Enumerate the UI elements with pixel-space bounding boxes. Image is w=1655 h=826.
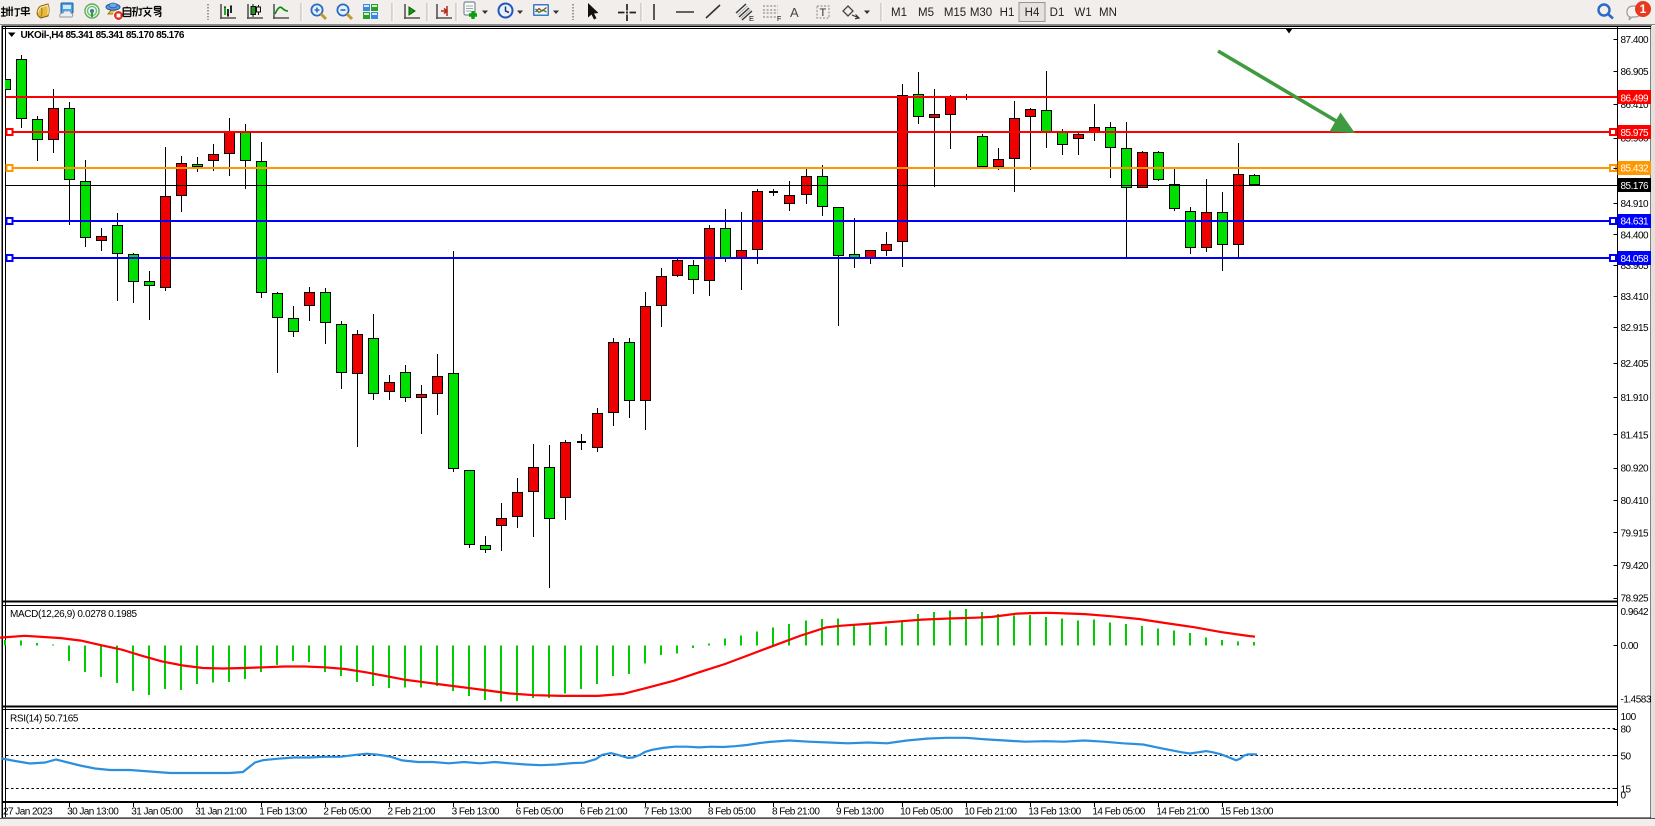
svg-text:79.915: 79.915 xyxy=(1621,528,1650,539)
svg-text:13 Feb 13:00: 13 Feb 13:00 xyxy=(1028,807,1081,818)
svg-text:2 Feb 21:00: 2 Feb 21:00 xyxy=(388,807,436,818)
svg-text:2 Feb 05:00: 2 Feb 05:00 xyxy=(323,807,371,818)
svg-text:15 Feb 13:00: 15 Feb 13:00 xyxy=(1221,807,1274,818)
svg-text:M1: M1 xyxy=(891,7,907,19)
svg-text:9 Feb 13:00: 9 Feb 13:00 xyxy=(836,807,884,818)
svg-text:86.410: 86.410 xyxy=(1621,100,1650,111)
svg-text:RSI(14) 50.7165: RSI(14) 50.7165 xyxy=(10,714,79,725)
svg-text:27 Jan 2023: 27 Jan 2023 xyxy=(3,807,53,818)
svg-text:0.9642: 0.9642 xyxy=(1621,607,1650,618)
svg-text:6 Feb 21:00: 6 Feb 21:00 xyxy=(580,807,628,818)
svg-text:80.920: 80.920 xyxy=(1621,463,1650,474)
svg-text:E: E xyxy=(749,14,754,23)
svg-text:7 Feb 13:00: 7 Feb 13:00 xyxy=(644,807,692,818)
svg-text:87.400: 87.400 xyxy=(1621,35,1650,46)
svg-text:78.925: 78.925 xyxy=(1621,593,1650,604)
svg-text:3 Feb 13:00: 3 Feb 13:00 xyxy=(452,807,500,818)
svg-text:M30: M30 xyxy=(970,7,992,19)
svg-text:30 Jan 13:00: 30 Jan 13:00 xyxy=(67,807,119,818)
svg-text:MN: MN xyxy=(1099,7,1117,19)
svg-text:84.400: 84.400 xyxy=(1621,230,1650,241)
svg-text:31 Jan 05:00: 31 Jan 05:00 xyxy=(131,807,183,818)
svg-text:H4: H4 xyxy=(1025,7,1040,19)
svg-text:8 Feb 21:00: 8 Feb 21:00 xyxy=(772,807,820,818)
svg-text:T: T xyxy=(820,7,827,19)
svg-text:84.631: 84.631 xyxy=(1621,217,1650,228)
svg-text:100: 100 xyxy=(1621,712,1637,723)
svg-text:W1: W1 xyxy=(1074,7,1091,19)
svg-text:81.910: 81.910 xyxy=(1621,393,1650,404)
svg-text:MACD(12,26,9) 0.0278 0.1985: MACD(12,26,9) 0.0278 0.1985 xyxy=(10,609,138,620)
svg-text:10 Feb 21:00: 10 Feb 21:00 xyxy=(964,807,1017,818)
svg-text:6 Feb 05:00: 6 Feb 05:00 xyxy=(516,807,564,818)
svg-text:80: 80 xyxy=(1621,725,1632,736)
svg-text:10 Feb 05:00: 10 Feb 05:00 xyxy=(900,807,953,818)
svg-text:8 Feb 05:00: 8 Feb 05:00 xyxy=(708,807,756,818)
svg-text:14 Feb 21:00: 14 Feb 21:00 xyxy=(1156,807,1209,818)
svg-text:82.915: 82.915 xyxy=(1621,323,1650,334)
svg-text:14 Feb 05:00: 14 Feb 05:00 xyxy=(1092,807,1145,818)
svg-text:81.415: 81.415 xyxy=(1621,430,1650,441)
svg-text:86.499: 86.499 xyxy=(1621,93,1650,104)
svg-text:84.910: 84.910 xyxy=(1621,199,1650,210)
svg-text:82.405: 82.405 xyxy=(1621,359,1650,370)
svg-text:1 Feb 13:00: 1 Feb 13:00 xyxy=(259,807,307,818)
svg-text:83.905: 83.905 xyxy=(1621,261,1650,272)
svg-text:0: 0 xyxy=(1621,791,1627,802)
svg-text:15: 15 xyxy=(1621,784,1632,795)
svg-text:UKOil-,H4 85.341 85.341 85.17: UKOil-,H4 85.341 85.341 85.170 85.176 xyxy=(21,30,185,41)
svg-text:1: 1 xyxy=(1640,2,1647,16)
svg-text:F: F xyxy=(777,16,781,23)
svg-text:M5: M5 xyxy=(918,7,934,19)
svg-text:H1: H1 xyxy=(1000,7,1015,19)
svg-text:85.432: 85.432 xyxy=(1621,164,1650,175)
svg-text:79.420: 79.420 xyxy=(1621,561,1650,572)
svg-text:85.975: 85.975 xyxy=(1621,128,1650,139)
svg-text:50: 50 xyxy=(1621,751,1632,762)
svg-text:85.176: 85.176 xyxy=(1621,181,1650,192)
svg-text:83.410: 83.410 xyxy=(1621,292,1650,303)
svg-text:A: A xyxy=(790,5,799,20)
svg-text:84.058: 84.058 xyxy=(1621,254,1650,265)
svg-text:M15: M15 xyxy=(944,7,966,19)
svg-text:0.00: 0.00 xyxy=(1621,641,1639,652)
svg-text:86.905: 86.905 xyxy=(1621,67,1650,78)
svg-text:D1: D1 xyxy=(1050,7,1065,19)
svg-text:-1.4583: -1.4583 xyxy=(1621,694,1652,705)
svg-text:80.410: 80.410 xyxy=(1621,496,1650,507)
svg-text:31 Jan 21:00: 31 Jan 21:00 xyxy=(195,807,247,818)
